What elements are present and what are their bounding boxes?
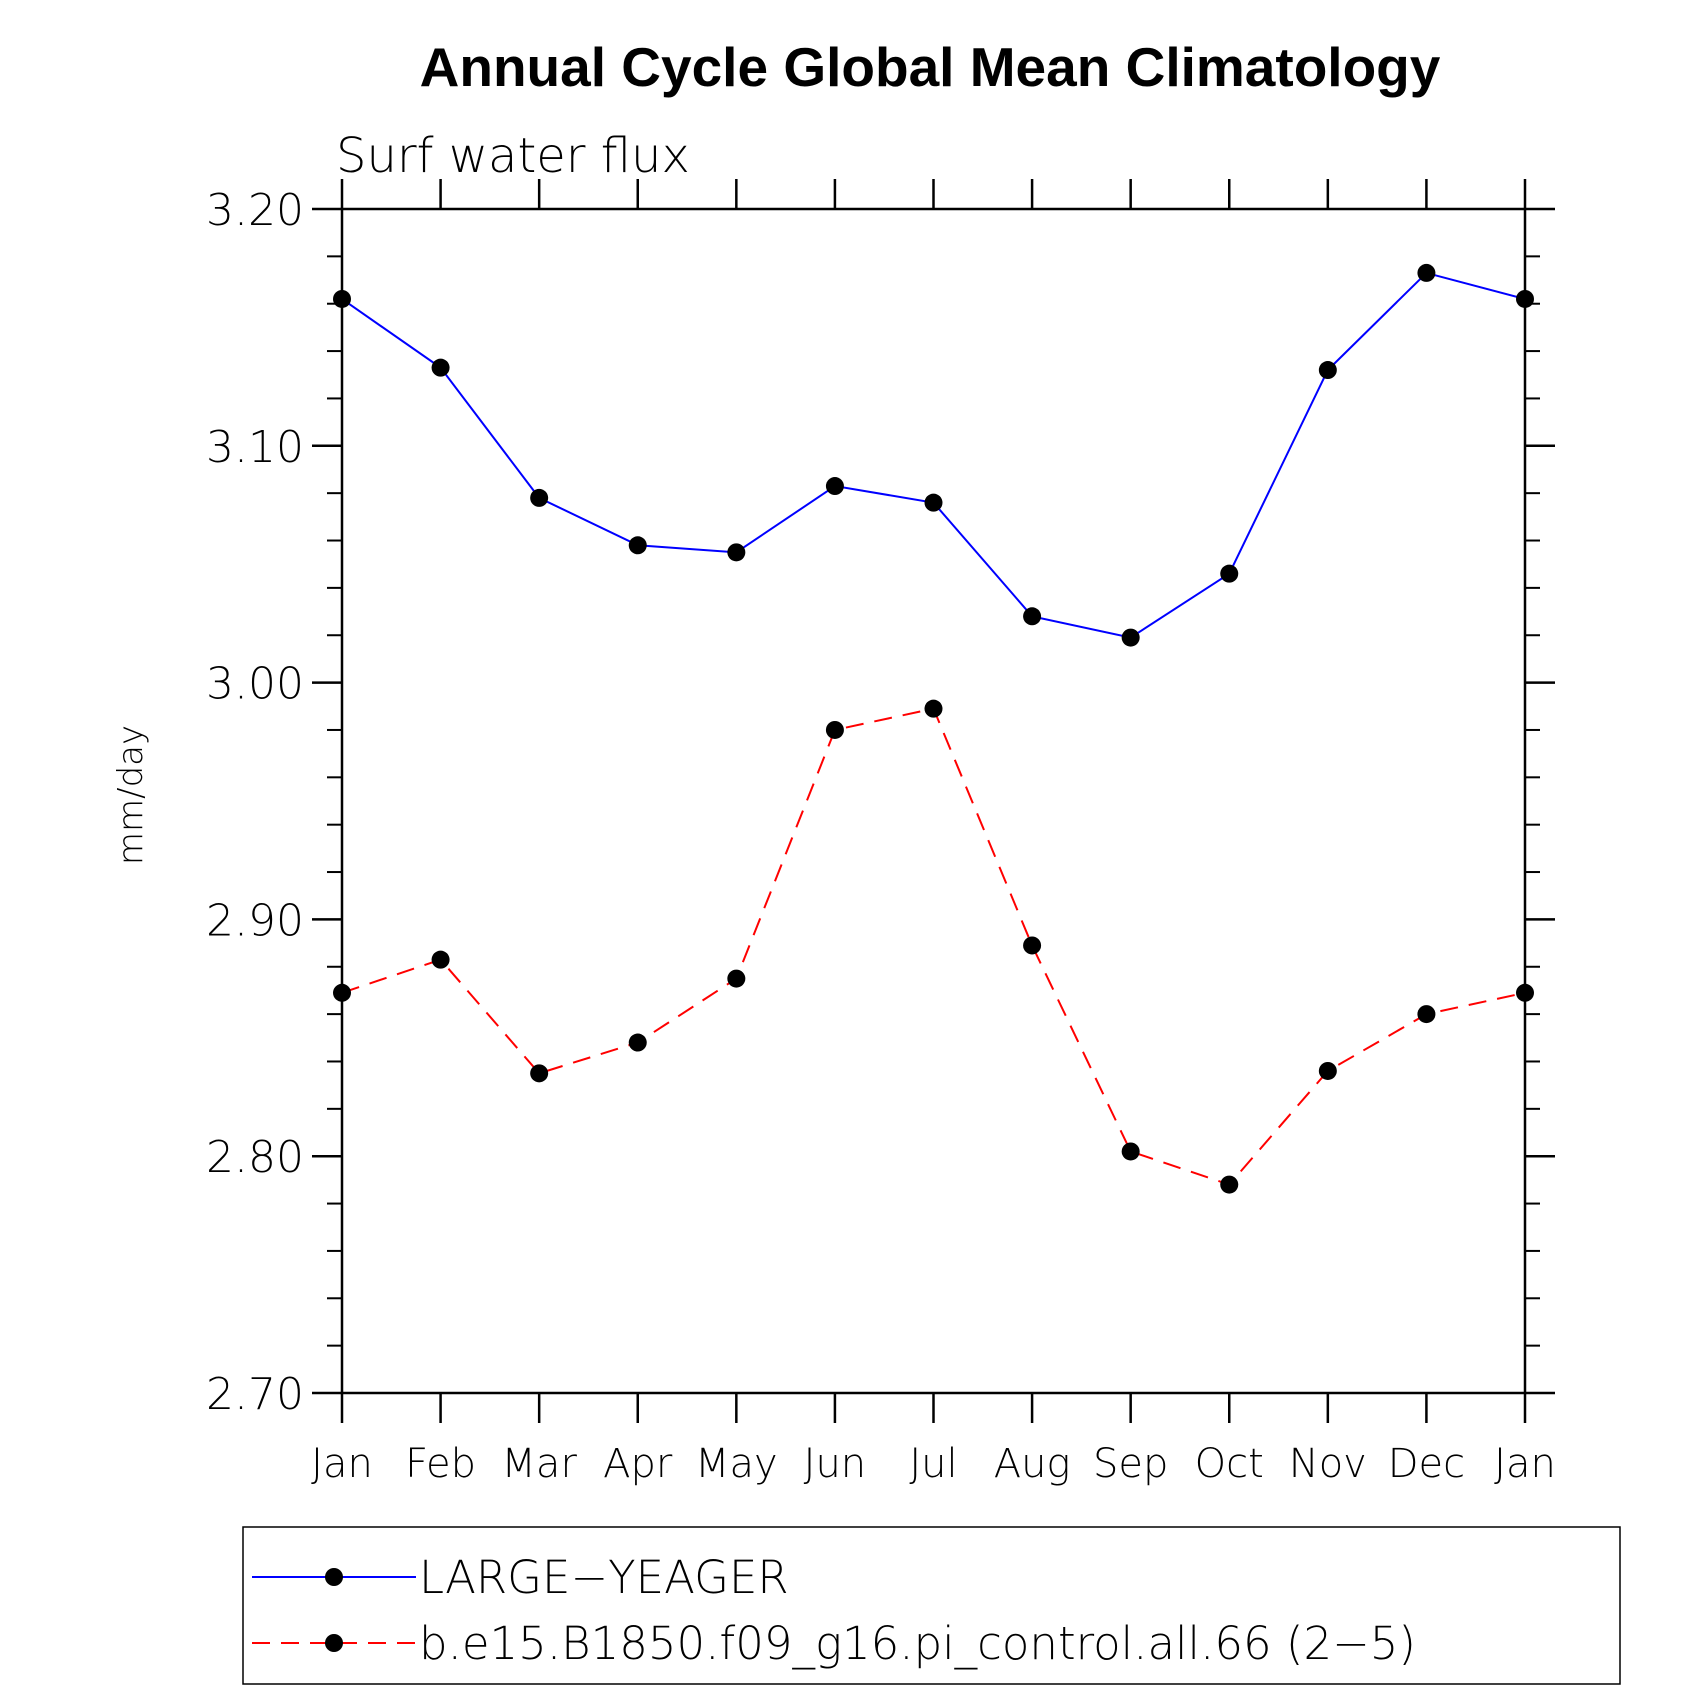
- x-tick-label: Nov: [1289, 1441, 1367, 1487]
- series-2-point: [825, 720, 844, 739]
- series-1-point: [333, 289, 351, 308]
- series-2-point: [1121, 1142, 1140, 1161]
- series-1-point: [1023, 607, 1042, 626]
- series-2-point: [924, 699, 943, 718]
- legend-label-series-1: LARGE−YEAGER: [419, 1551, 789, 1604]
- x-tick-label: Sep: [1093, 1441, 1168, 1487]
- series-1-point: [1121, 628, 1140, 647]
- y-tick-label: 3.00: [206, 659, 304, 710]
- x-tick-label: May: [695, 1441, 778, 1487]
- series-1-point: [924, 493, 943, 512]
- series-1-point: [1417, 263, 1436, 282]
- series-2-point: [1516, 983, 1534, 1002]
- x-tick-label: Feb: [405, 1441, 476, 1487]
- series-2-point: [1417, 1005, 1436, 1024]
- x-tick-label: Jan: [311, 1441, 373, 1487]
- x-tick-label: Apr: [603, 1441, 673, 1487]
- series-1-point: [1220, 564, 1239, 583]
- y-tick-label: 2.70: [206, 1369, 304, 1420]
- legend-label-series-2: b.e15.B1850.f09_g16.pi_control.all.66 (2…: [419, 1617, 1416, 1670]
- x-tick-label: Jul: [909, 1441, 957, 1487]
- x-tick-label: Dec: [1388, 1441, 1465, 1487]
- plot-frame: [340, 207, 1527, 1395]
- legend-marker-series-1: [325, 1568, 343, 1586]
- legend-marker-series-2: [325, 1634, 343, 1652]
- series-layer: [333, 263, 1534, 1194]
- y-tick-label: 2.80: [206, 1132, 304, 1183]
- series-2-point: [1318, 1061, 1337, 1080]
- series-1-point: [628, 536, 647, 555]
- axes: Jan Feb Mar Apr May Jun Jul Aug Sep Oct Nov Dec Jan 3…: [206, 179, 1556, 1487]
- legend: LARGE−YEAGER b.e15.B1850.f09_g16.pi_cont…: [242, 1526, 1621, 1685]
- x-tick-label: Jan: [1494, 1441, 1556, 1487]
- series-1-point: [530, 488, 549, 507]
- chart-title: Annual Cycle Global Mean Climatology: [420, 36, 1441, 98]
- series-2-point: [1023, 936, 1042, 955]
- series-2-point: [333, 983, 351, 1002]
- x-tick-label: Jun: [804, 1441, 867, 1487]
- x-tick-label: Oct: [1195, 1441, 1264, 1487]
- series-2-point: [727, 969, 746, 988]
- x-tick-label: Mar: [501, 1441, 577, 1487]
- series-2-point: [628, 1033, 647, 1052]
- y-tick-label: 3.10: [206, 422, 304, 473]
- y-tick-label: 2.90: [206, 895, 304, 946]
- series-2-point: [431, 950, 450, 969]
- legend-box: [242, 1526, 1621, 1685]
- series-1-point: [431, 358, 450, 377]
- y-axis-label: mm/day: [111, 725, 151, 865]
- series-1-point: [1318, 361, 1337, 380]
- chart-subtitle: Surf water flux: [336, 128, 690, 184]
- series-1-point: [1516, 289, 1534, 308]
- series-1-point: [727, 543, 746, 562]
- series-line-1: [341, 271, 1526, 639]
- series-1-point: [825, 477, 844, 496]
- x-tick-label: Aug: [994, 1441, 1071, 1487]
- series-line-2: [341, 707, 1526, 1186]
- y-tick-label: 3.20: [206, 185, 304, 236]
- series-2-point: [1220, 1175, 1239, 1194]
- series-2-point: [530, 1064, 549, 1083]
